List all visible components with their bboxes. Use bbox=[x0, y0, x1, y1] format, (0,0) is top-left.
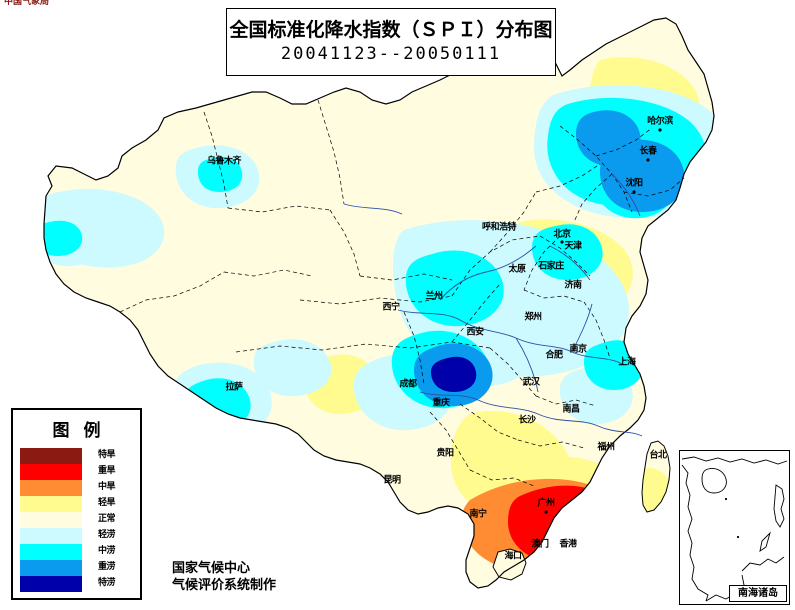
legend-label: 重旱 bbox=[98, 466, 116, 476]
south-china-sea-inset: 南海诸岛 bbox=[679, 450, 790, 605]
city-label: 西安 bbox=[466, 327, 484, 338]
legend-row: 重涝 bbox=[20, 560, 138, 576]
legend-color-swatch bbox=[20, 544, 82, 560]
city-label: 重庆 bbox=[432, 398, 450, 409]
attribution-text: 国家气候中心 气候评价系统制作 bbox=[172, 560, 276, 594]
legend-label: 特旱 bbox=[98, 450, 116, 460]
city-label: 哈尔滨 bbox=[647, 116, 673, 127]
legend-label: 重涝 bbox=[98, 562, 116, 572]
legend-color-swatch bbox=[20, 576, 82, 592]
legend-heading: 图例 bbox=[52, 421, 115, 441]
city-label: 上海 bbox=[618, 357, 636, 368]
city-label: 武汉 bbox=[522, 377, 540, 388]
city-label: 福州 bbox=[597, 442, 615, 453]
city-label: 昆明 bbox=[383, 475, 401, 486]
map-title-box: 全国标准化降水指数（ＳＰＩ）分布图 20041123--20050111 bbox=[226, 8, 556, 76]
city-label: 呼和浩特 bbox=[481, 222, 517, 233]
city-label: 成都 bbox=[399, 379, 417, 390]
city-label: 石家庄 bbox=[538, 261, 564, 272]
page-title: 全国标准化降水指数（ＳＰＩ）分布图 bbox=[229, 19, 553, 41]
legend-color-swatch bbox=[20, 480, 82, 496]
legend-label: 轻涝 bbox=[98, 530, 116, 540]
legend-row: 中涝 bbox=[20, 544, 138, 560]
legend-row: 轻旱 bbox=[20, 496, 138, 512]
clipped-header-text: 中国气象局 bbox=[4, 0, 50, 5]
city-label: 海口 bbox=[504, 551, 522, 562]
city-label: 西宁 bbox=[382, 302, 400, 313]
legend-label: 中旱 bbox=[98, 482, 116, 492]
legend-label: 中涝 bbox=[98, 546, 116, 556]
legend-row: 正常 bbox=[20, 512, 138, 528]
legend-color-swatch bbox=[20, 512, 82, 528]
legend-label: 正常 bbox=[98, 514, 116, 524]
legend-rows: 特旱重旱中旱轻旱正常轻涝中涝重涝特涝 bbox=[20, 448, 138, 592]
attribution-line-1: 国家气候中心 bbox=[172, 561, 251, 576]
city-label: 乌鲁木齐 bbox=[206, 156, 242, 167]
legend-label: 特涝 bbox=[98, 578, 116, 588]
inset-map bbox=[680, 451, 789, 604]
city-label: 长沙 bbox=[518, 415, 536, 426]
city-label: 南昌 bbox=[562, 404, 580, 415]
legend-color-swatch bbox=[20, 528, 82, 544]
city-label: 澳门 bbox=[531, 539, 549, 550]
inset-label: 南海诸岛 bbox=[729, 585, 787, 602]
title-period: 20041123--20050111 bbox=[280, 44, 502, 64]
legend-label: 轻旱 bbox=[98, 498, 116, 508]
city-label: 贵阳 bbox=[436, 448, 454, 459]
city-label: 兰州 bbox=[425, 291, 443, 302]
city-label: 济南 bbox=[564, 280, 582, 291]
city-label: 台北 bbox=[649, 450, 667, 461]
city-label: 南京 bbox=[569, 344, 587, 355]
city-label: 太原 bbox=[508, 264, 526, 275]
city-label: 广州 bbox=[537, 498, 555, 509]
city-label: 沈阳 bbox=[625, 178, 643, 189]
legend-color-swatch bbox=[20, 464, 82, 480]
city-label: 香港 bbox=[559, 539, 577, 550]
city-label: 郑州 bbox=[524, 312, 542, 323]
legend-row: 中旱 bbox=[20, 480, 138, 496]
legend-panel: 图例 特旱重旱中旱轻旱正常轻涝中涝重涝特涝 bbox=[11, 408, 142, 600]
legend-row: 重旱 bbox=[20, 464, 138, 480]
city-label: 合肥 bbox=[545, 350, 563, 361]
city-label: 长春 bbox=[639, 146, 657, 157]
legend-row: 轻涝 bbox=[20, 528, 138, 544]
city-label: 拉萨 bbox=[225, 382, 243, 393]
city-label: 南宁 bbox=[469, 509, 487, 520]
legend-row: 特涝 bbox=[20, 576, 138, 592]
legend-color-swatch bbox=[20, 560, 82, 576]
legend-color-swatch bbox=[20, 448, 82, 464]
legend-color-swatch bbox=[20, 496, 82, 512]
city-label: 天津 bbox=[564, 241, 582, 252]
legend-row: 特旱 bbox=[20, 448, 138, 464]
attribution-line-2: 气候评价系统制作 bbox=[172, 578, 277, 593]
city-label: 北京 bbox=[553, 229, 571, 240]
